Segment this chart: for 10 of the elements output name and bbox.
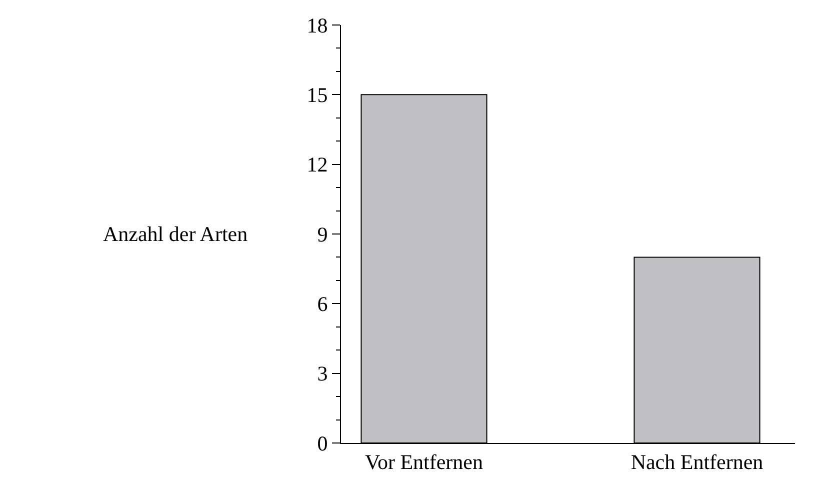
x-tick-label: Vor Entfernen <box>364 450 484 474</box>
y-tick-label: 18 <box>306 13 328 38</box>
y-tick-label: 6 <box>317 292 328 316</box>
y-tick-label: 0 <box>317 431 328 456</box>
y-tick-label: 9 <box>317 222 328 246</box>
x-tick-label: Nach Entfernen <box>630 450 764 474</box>
y-tick-label: 12 <box>306 152 328 177</box>
y-axis-title: Anzahl der Arten <box>103 222 248 246</box>
y-tick-label: 3 <box>317 362 328 386</box>
y-tick-label: 15 <box>306 83 328 108</box>
